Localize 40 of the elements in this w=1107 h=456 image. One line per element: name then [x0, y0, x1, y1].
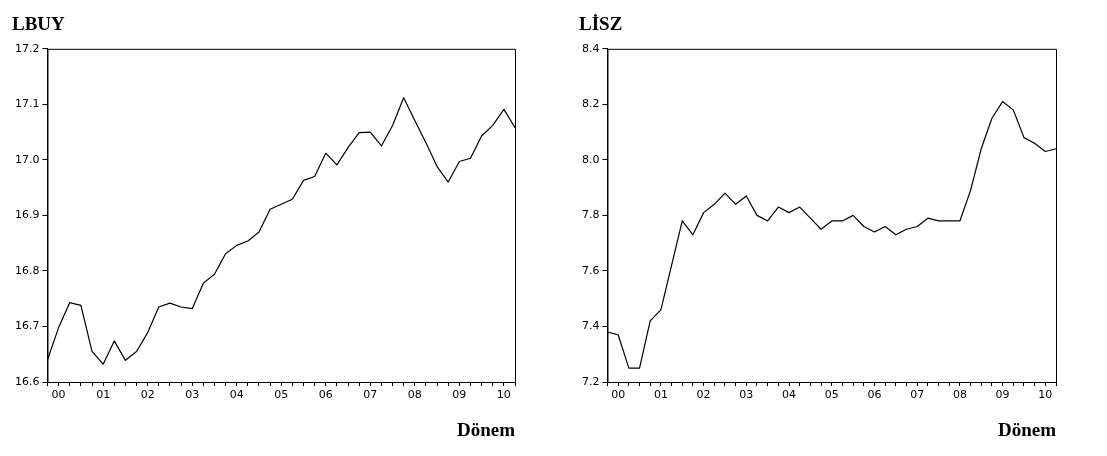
y-tick-label: 8.4 [581, 41, 600, 55]
x-tick-label: 00 [611, 388, 626, 402]
chart-title: LBUY [12, 13, 66, 35]
x-tick-label: 04 [782, 388, 797, 402]
x-tick-label: 01 [653, 388, 668, 402]
x-tick-label: 07 [363, 388, 378, 402]
y-tick-label: 7.6 [581, 263, 600, 277]
y-tick-label: 7.4 [581, 319, 600, 333]
x-tick-label: 10 [1038, 388, 1053, 402]
y-tick-label: 16.7 [14, 319, 40, 333]
x-tick-label: 08 [407, 388, 422, 402]
chart-title: LİSZ [579, 13, 623, 35]
y-tick-label: 16.8 [14, 263, 40, 277]
x-tick-label: 01 [96, 388, 111, 402]
x-tick-label: 03 [739, 388, 754, 402]
y-tick-label: 16.6 [14, 374, 40, 388]
y-tick-label: 8.2 [581, 97, 600, 111]
x-tick-label: 02 [140, 388, 155, 402]
x-tick-label: 06 [867, 388, 882, 402]
x-axis-title: Dönem [456, 418, 516, 440]
x-tick-label: 10 [496, 388, 511, 402]
y-tick-label: 17.0 [14, 152, 40, 166]
y-tick-label: 16.9 [14, 208, 40, 222]
x-tick-label: 02 [696, 388, 711, 402]
x-tick-label: 09 [452, 388, 467, 402]
x-tick-label: 08 [952, 388, 967, 402]
x-tick-label: 04 [229, 388, 244, 402]
x-tick-label: 00 [51, 388, 66, 402]
x-tick-label: 03 [185, 388, 200, 402]
y-tick-label: 8.0 [581, 152, 600, 166]
y-tick-label: 7.8 [581, 208, 600, 222]
y-tick-label: 17.2 [14, 41, 40, 55]
x-axis-title: Dönem [997, 418, 1057, 440]
x-tick-label: 09 [995, 388, 1010, 402]
y-tick-label: 7.2 [581, 374, 600, 388]
x-tick-label: 07 [910, 388, 925, 402]
x-tick-label: 06 [318, 388, 333, 402]
x-tick-label: 05 [274, 388, 289, 402]
y-tick-label: 17.1 [14, 97, 40, 111]
x-tick-label: 05 [824, 388, 839, 402]
